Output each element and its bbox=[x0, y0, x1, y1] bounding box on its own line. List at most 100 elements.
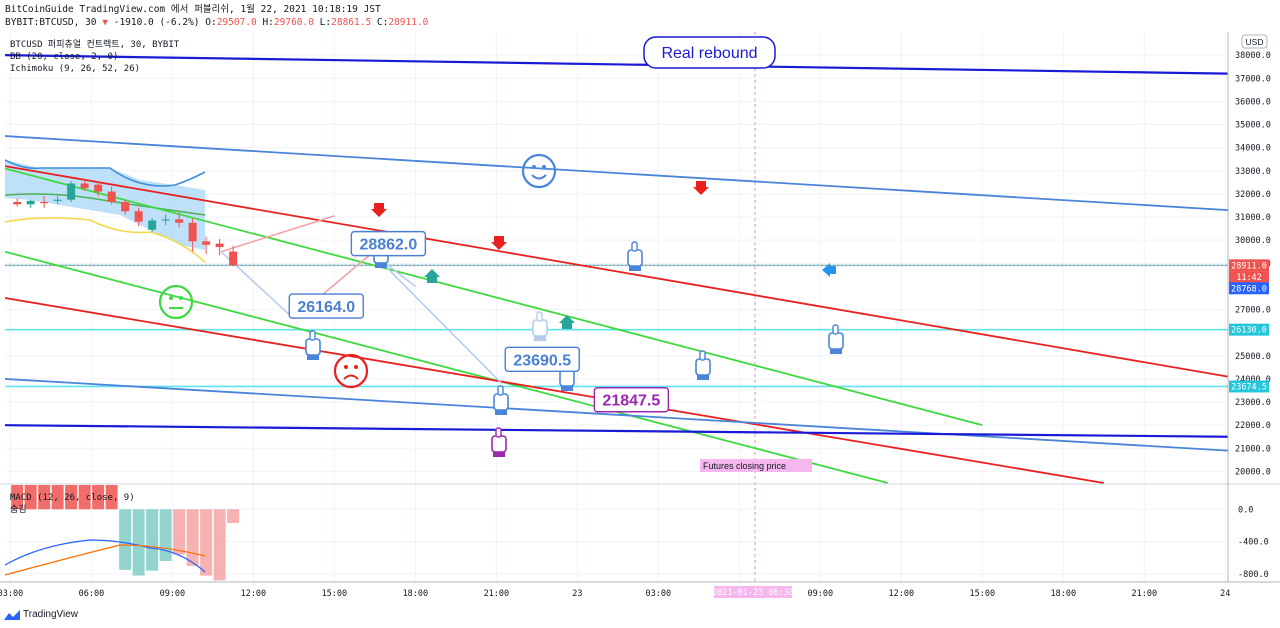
price-tick-label: 23000.0 bbox=[1235, 398, 1271, 408]
axis-value-tag bbox=[1229, 282, 1269, 295]
legend-bb: BB (20, close, 2, 0) bbox=[10, 52, 118, 62]
pointing-hand-icon bbox=[828, 324, 844, 354]
price-callouts[interactable]: 28862.0 26164.0 23690.5 21847.5 bbox=[288, 230, 670, 413]
candle-body bbox=[188, 222, 197, 242]
macd-tick-label: 0.0 bbox=[1238, 505, 1253, 515]
pointing-hand-icon-palm bbox=[491, 435, 507, 453]
sad-smiley-icon-mouth bbox=[343, 374, 359, 380]
futures-closing-box bbox=[700, 459, 812, 472]
candle-body bbox=[67, 183, 76, 200]
pointing-hand-icon-finger bbox=[631, 241, 638, 252]
neutral-smiley-icon-eye bbox=[179, 296, 183, 300]
price-callout[interactable]: 26164.0 bbox=[288, 293, 364, 319]
trend-line bbox=[4, 165, 1229, 378]
macd-bar bbox=[92, 485, 105, 510]
price-callout[interactable]: 23690.5 bbox=[504, 346, 580, 372]
trend-line bbox=[4, 135, 1229, 211]
price-callout[interactable]: 21847.5 bbox=[593, 387, 670, 413]
macd-bar bbox=[173, 509, 186, 555]
macd-bar bbox=[119, 509, 132, 570]
macd-bar bbox=[159, 509, 172, 561]
bb-upper bbox=[4, 159, 206, 187]
candle-body bbox=[202, 241, 211, 245]
pointing-hand-icon-cuff bbox=[629, 266, 641, 271]
legend-macd-sub: 숨김 bbox=[10, 503, 27, 515]
annotation-icons bbox=[158, 153, 844, 457]
signal-line bbox=[4, 544, 206, 576]
time-tick-label: 06:00 bbox=[79, 589, 105, 599]
axis-value-tag-label: 28911.0 bbox=[1231, 261, 1267, 271]
projection-arrow bbox=[371, 252, 503, 385]
price-tick-label: 25000.0 bbox=[1235, 352, 1271, 362]
time-tick-label: 09:00 bbox=[808, 589, 834, 599]
axis-value-tag bbox=[1229, 323, 1269, 336]
sad-smiley-icon bbox=[333, 353, 369, 389]
currency-badge[interactable] bbox=[1241, 34, 1268, 49]
pointing-hand-icon-cuff bbox=[830, 349, 842, 354]
sad-smiley-icon-eye bbox=[354, 365, 358, 369]
symbol-ohlc-line: BYBIT:BTCUSD, 30 ▼ -1910.0 (-6.2%) O:295… bbox=[5, 17, 429, 28]
candle-body bbox=[107, 191, 116, 202]
happy-smiley-icon-face bbox=[521, 153, 557, 189]
tradingview-logo[interactable]: TradingView bbox=[4, 609, 78, 620]
time-tick-label: 03:00 bbox=[646, 589, 672, 599]
price-tick-label: 24000.0 bbox=[1235, 375, 1271, 385]
time-tick-label: 03:00 bbox=[0, 589, 23, 599]
candle-body bbox=[121, 201, 130, 212]
up-arrow-icon bbox=[559, 315, 575, 329]
candle-body bbox=[215, 243, 224, 248]
macd-bar bbox=[146, 509, 159, 571]
pointing-hand-icon-palm bbox=[627, 249, 643, 267]
candle-body bbox=[175, 219, 184, 223]
down-arrow-icon bbox=[693, 181, 709, 195]
price-callout-text: 28862.0 bbox=[359, 237, 417, 254]
tradingview-logo-icon bbox=[4, 609, 20, 620]
grid bbox=[5, 32, 1228, 582]
pointing-hand-icon-palm bbox=[305, 338, 321, 356]
price-tick-label: 20000.0 bbox=[1235, 467, 1271, 477]
trend-line bbox=[4, 250, 889, 484]
tradingview-text: TradingView bbox=[23, 609, 79, 620]
pointing-hand-icon bbox=[493, 385, 509, 415]
pointing-hand-icon-finger bbox=[497, 385, 504, 396]
candle-body bbox=[80, 183, 89, 189]
price-tick-label: 27000.0 bbox=[1235, 306, 1271, 316]
time-tick-label: 12:00 bbox=[889, 589, 915, 599]
pointing-hand-icon bbox=[627, 241, 643, 271]
price-callout-box bbox=[288, 293, 364, 319]
axis-value-tag-label: 26130.0 bbox=[1231, 326, 1267, 336]
price-callout[interactable]: 28862.0 bbox=[350, 230, 427, 257]
candle-body bbox=[40, 201, 49, 204]
down-triangle-icon: ▼ bbox=[102, 17, 108, 28]
pointing-hand-icon-cuff bbox=[534, 336, 546, 341]
candles bbox=[13, 178, 238, 267]
macd-tick-label: -800.0 bbox=[1238, 570, 1269, 580]
macd-pane bbox=[0, 483, 1280, 581]
candle-body bbox=[229, 251, 238, 266]
price-chart[interactable]: 28862.0 26164.0 23690.5 21847.5 38000.0 3700… bbox=[0, 30, 1280, 608]
price-tick-label: 35000.0 bbox=[1235, 121, 1271, 131]
price-tick-label: 36000.0 bbox=[1235, 97, 1271, 107]
cloud-area bbox=[5, 160, 205, 250]
high-value: 29760.0 bbox=[273, 17, 314, 28]
chart-header: BitCoinGuide TradingView.com 에서 퍼블리쉬, 1월… bbox=[5, 3, 428, 29]
price-callout-box bbox=[350, 230, 427, 257]
legend-macd: MACD (12, 26, close, 9) bbox=[10, 493, 135, 503]
time-tick-label: 12:00 bbox=[241, 589, 267, 599]
time-tick-label: 21:00 bbox=[484, 589, 510, 599]
axis-value-tag-label: 23674.5 bbox=[1231, 382, 1267, 392]
left-arrow-icon bbox=[822, 263, 836, 277]
macd-bar bbox=[65, 485, 78, 510]
macd-line bbox=[4, 539, 206, 573]
trend-line bbox=[4, 167, 983, 427]
axis-value-tag bbox=[1229, 259, 1269, 272]
time-tick-label: 18:00 bbox=[1051, 589, 1077, 599]
projection-arrow bbox=[220, 215, 335, 253]
pointing-hand-icon-finger bbox=[309, 330, 316, 341]
time-tick-label: 18:00 bbox=[403, 589, 429, 599]
real-rebound-bubble[interactable] bbox=[643, 36, 776, 69]
happy-smiley-icon-mouth bbox=[531, 174, 547, 180]
price-tick-label: 21000.0 bbox=[1235, 444, 1271, 454]
pointing-hand-icon-cuff bbox=[307, 355, 319, 360]
sad-smiley-icon-face bbox=[333, 353, 369, 389]
